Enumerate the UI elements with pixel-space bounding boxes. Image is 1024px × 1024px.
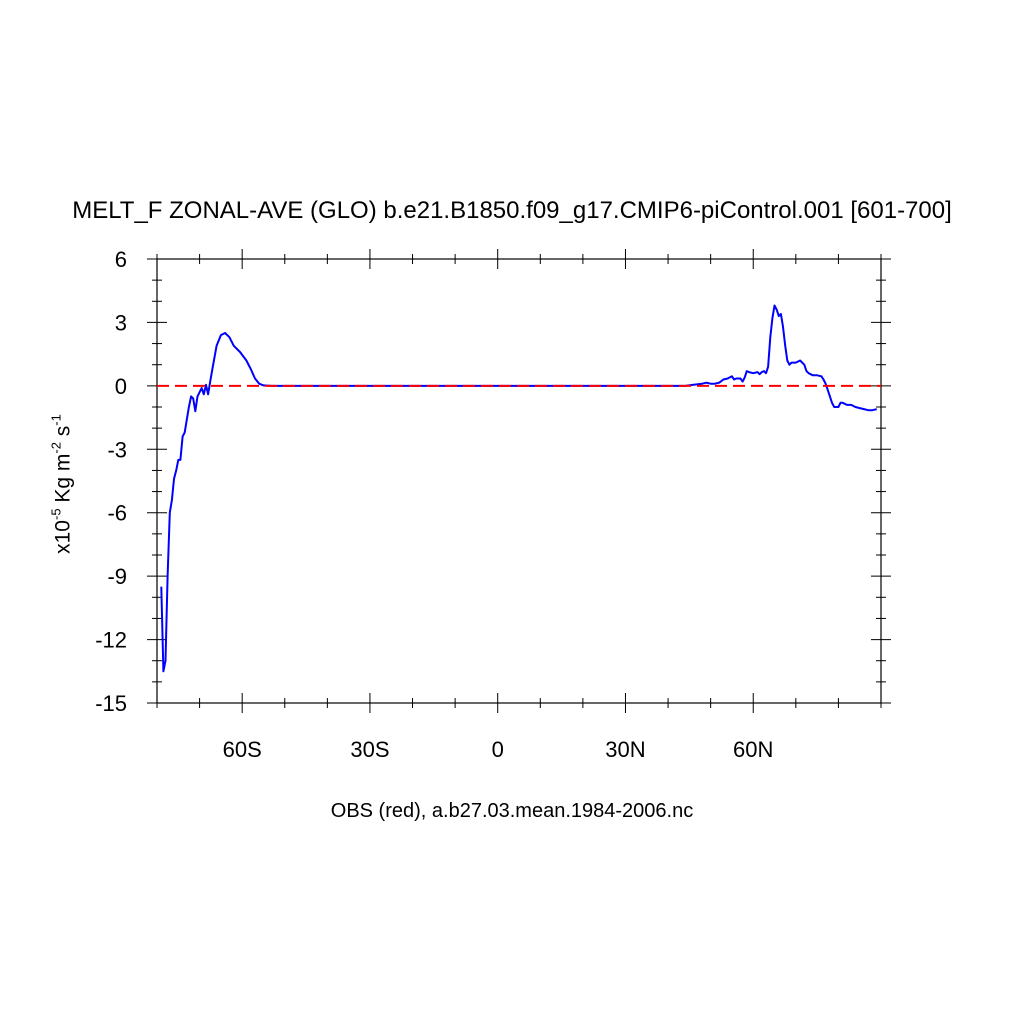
y-tick-label: -15 [95,691,127,716]
x-tick-label: 60S [223,737,262,762]
y-tick-label: 0 [115,374,127,399]
y-axis-label: x10-5 Kg m-2 s-1 [49,414,76,554]
chart-title: MELT_F ZONAL-AVE (GLO) b.e21.B1850.f09_g… [72,197,952,224]
x-tick-label: 60N [733,737,773,762]
y-tick-label: 6 [115,247,127,272]
y-axis-label-exp3: -1 [48,414,64,426]
y-axis-label-prefix: x10 [51,520,75,554]
y-axis-label-exp: -5 [48,508,64,521]
y-tick-label: -6 [107,501,127,526]
x-tick-label: 30N [605,737,645,762]
y-tick-label: 3 [115,310,127,335]
x-tick-label: 30S [350,737,389,762]
y-axis-label-unit2: s [51,425,75,443]
plot-area: 6 3 0 -3 -6 -9 -12 -15 60S 30S 0 30N 60N [95,247,891,762]
y-axis-label-exp2: -2 [48,442,64,454]
y-axis-label-unit1: Kg m [51,453,75,509]
y-tick-label: -12 [95,628,127,653]
plot-frame [156,258,882,704]
series-line-solid [160,304,877,673]
x-axis-caption: OBS (red), a.b27.03.mean.1984-2006.nc [330,800,694,822]
y-tick-label: -9 [107,564,127,589]
y-tick-label: -3 [107,437,127,462]
x-tick-label: 0 [492,737,504,762]
